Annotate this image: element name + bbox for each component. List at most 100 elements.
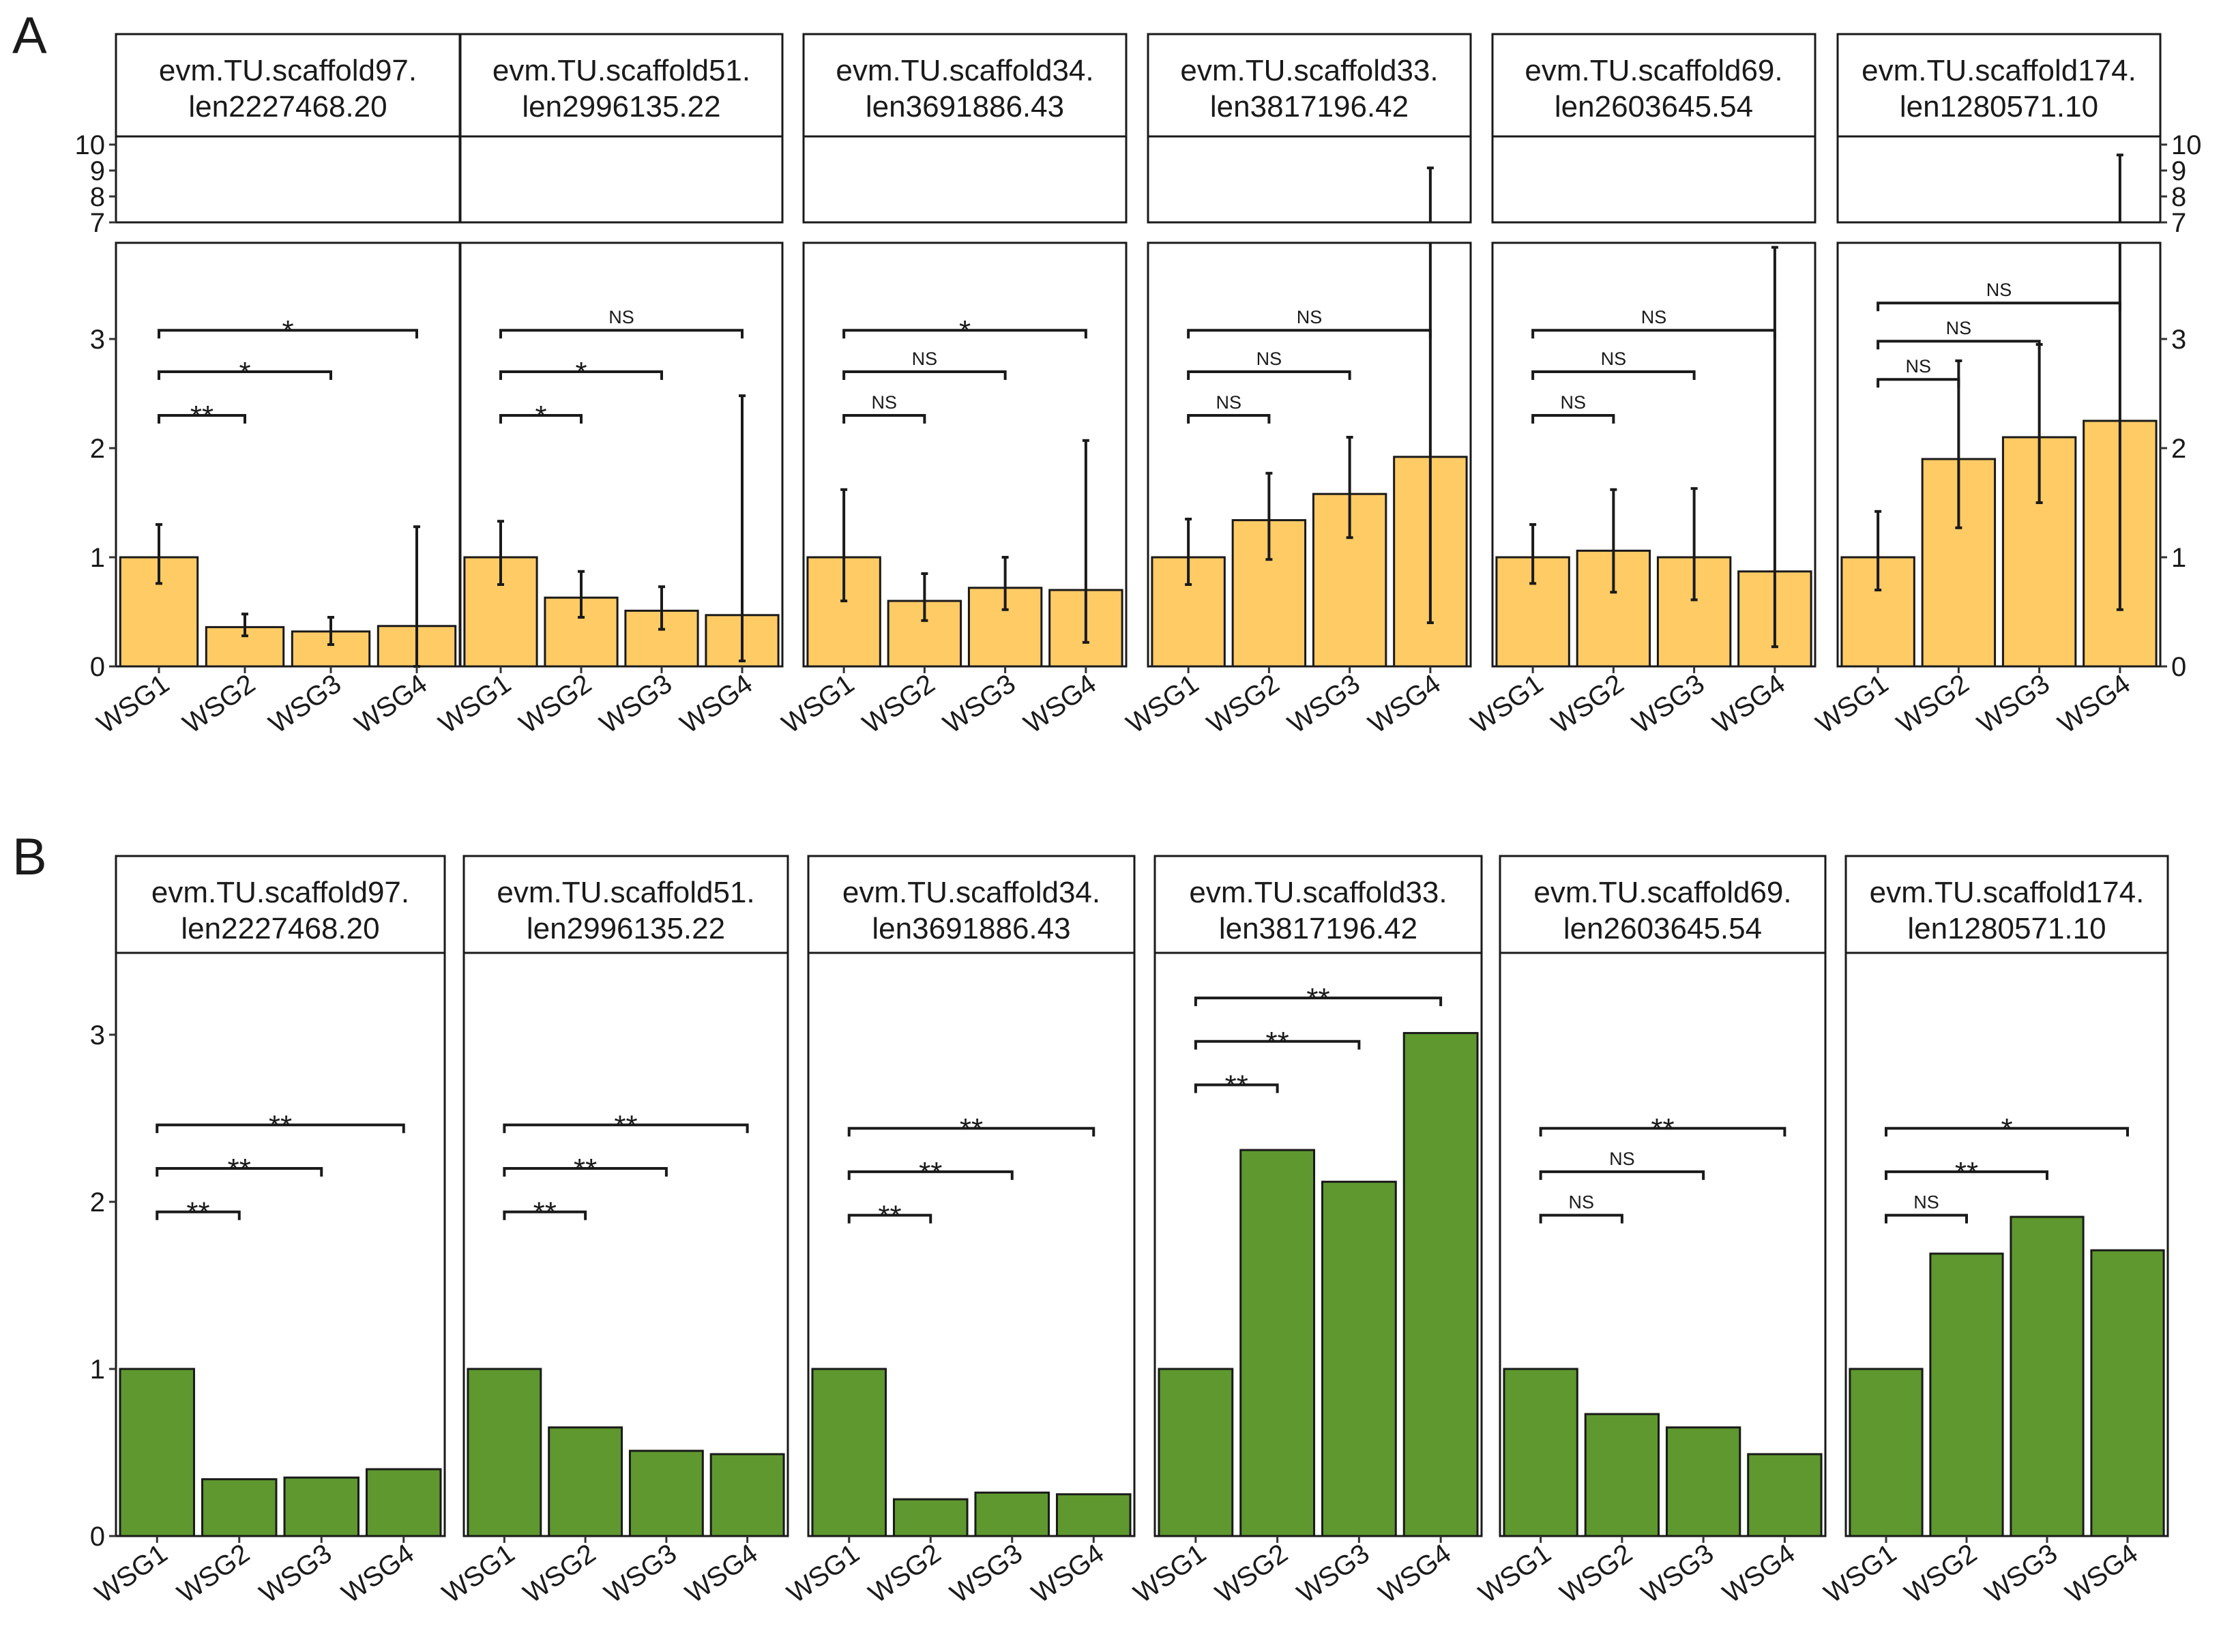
significance-label: ** — [1651, 1112, 1674, 1146]
bar-wsg4 — [1747, 1453, 1823, 1537]
facet-strip-label-line2: len2603645.54 — [1563, 912, 1762, 945]
y-tick-label-0: 0 — [2171, 652, 2186, 682]
y-tick-label-1: 1 — [90, 543, 105, 573]
facet-evm-tu-scaffold174: evm.TU.scaffold174.len1280571.10 NS NS NS WS… — [1811, 33, 2162, 739]
x-tick-label-wsg2: WSG2 — [172, 1538, 255, 1609]
significance-bracket-wsg1-wsg3: * — [499, 356, 663, 389]
significance-bracket-line — [1877, 301, 2121, 312]
significance-label: ** — [533, 1196, 557, 1230]
x-tick-label-wsg1: WSG1 — [433, 668, 516, 739]
plot-area-upper — [459, 135, 784, 224]
error-bar-wsg2 — [1265, 471, 1273, 561]
significance-bracket-line — [1187, 370, 1351, 380]
x-tick-label-wsg3: WSG3 — [1980, 1538, 2063, 1609]
y-tick-label-8: 8 — [2171, 182, 2186, 212]
bar-wsg2 — [548, 1426, 623, 1537]
x-tick-label-wsg3: WSG3 — [1627, 668, 1710, 739]
bar-wsg1 — [119, 1368, 195, 1537]
facet-evm-tu-scaffold97: evm.TU.scaffold97.len2227468.20 ** ** ** WSG… — [90, 855, 446, 1609]
significance-bracket-line — [842, 329, 1087, 339]
y-axis-a-left: 0 1 2 3 — [90, 325, 116, 682]
significance-bracket-line — [842, 414, 926, 424]
x-tick-label-wsg4: WSG4 — [1718, 1538, 1801, 1609]
facet-strip — [1153, 855, 1483, 954]
significance-bracket-wsg1-wsg4: ** — [156, 1109, 405, 1142]
significance-bracket-line — [156, 1167, 323, 1177]
x-tick-label-wsg1: WSG1 — [1466, 668, 1549, 739]
significance-label: * — [959, 314, 971, 348]
facet-evm-tu-scaffold174: evm.TU.scaffold174.len1280571.10NS***WSG… — [1819, 855, 2169, 1609]
significance-label: NS — [1946, 318, 1972, 338]
significance-label: NS — [1601, 349, 1627, 369]
x-tick-label-wsg1: WSG1 — [777, 668, 860, 739]
facet-strip-label-line1: evm.TU.scaffold51. — [497, 876, 754, 909]
x-tick-label-wsg2: WSG2 — [1546, 668, 1630, 739]
significance-bracket-wsg1-wsg4: NS — [499, 307, 744, 339]
y-tick-label-1: 1 — [90, 1355, 105, 1385]
error-bar-wsg1 — [1185, 518, 1192, 586]
y-tick-label-3: 3 — [2171, 325, 2186, 355]
significance-label: ** — [1225, 1070, 1248, 1103]
y-tick-label-7: 7 — [90, 208, 105, 238]
facet-strip-label-line2: len3691886.43 — [872, 912, 1070, 945]
x-tick-label-wsg3: WSG3 — [254, 1538, 338, 1609]
facet-strip-label-line1: evm.TU.scaffold33. — [1189, 876, 1447, 909]
bar-wsg2 — [205, 625, 285, 668]
significance-label: ** — [574, 1153, 597, 1186]
y-tick-label-2: 2 — [90, 1188, 105, 1218]
significance-bracket-wsg1-wsg4: ** — [1194, 982, 1443, 1016]
error-bar-wsg1 — [497, 520, 504, 586]
x-tick-label-wsg3: WSG3 — [1282, 668, 1366, 739]
facet-strip-label-line2: len1280571.10 — [1907, 912, 2106, 945]
significance-bracket-wsg1-wsg4: NS — [1187, 307, 1432, 339]
bar-wsg1 — [1849, 1368, 1924, 1537]
significance-bracket-line — [158, 414, 246, 424]
significance-label: NS — [1905, 356, 1931, 377]
x-tick-label-wsg4: WSG4 — [1363, 668, 1446, 739]
significance-bracket-wsg1-wsg2: ** — [503, 1196, 587, 1230]
significance-bracket-line — [1885, 1213, 1968, 1224]
significance-bracket-wsg1-wsg2: NS — [842, 392, 926, 424]
x-tick-label-wsg3: WSG3 — [938, 668, 1021, 739]
facet-strip-label-line1: evm.TU.scaffold51. — [492, 54, 750, 87]
significance-bracket-line — [1885, 1170, 2048, 1180]
x-tick-label-wsg3: WSG3 — [1972, 668, 2055, 739]
error-bar-wsg3 — [1690, 487, 1698, 602]
bar-wsg4 — [2090, 1249, 2165, 1537]
significance-label: NS — [912, 349, 938, 369]
bar-wsg2 — [1584, 1413, 1660, 1537]
significance-bracket-wsg1-wsg3: NS — [1877, 318, 2041, 350]
significance-bracket-line — [1539, 1127, 1786, 1137]
significance-bracket-wsg1-wsg4: ** — [1539, 1112, 1786, 1146]
x-tick-label-wsg2: WSG2 — [518, 1538, 602, 1609]
significance-bracket-line — [503, 1210, 587, 1220]
error-bar-wsg4 — [1426, 166, 1434, 624]
bar-wsg1 — [811, 1368, 887, 1537]
facet-evm-tu-scaffold69: evm.TU.scaffold69.len2603645.54 NS NS ** WSG… — [1473, 855, 1827, 1609]
x-tick-label-wsg3: WSG3 — [263, 668, 347, 739]
facet-strip-label-line2: len2603645.54 — [1555, 90, 1753, 123]
x-tick-label-wsg2: WSG2 — [857, 668, 941, 739]
facet-strip — [1844, 855, 2169, 954]
error-bar-wsg2 — [578, 570, 585, 619]
x-tick-label-wsg3: WSG3 — [1636, 1538, 1720, 1609]
x-tick-label-wsg2: WSG2 — [1202, 668, 1285, 739]
x-tick-label-wsg3: WSG3 — [599, 1538, 682, 1609]
facet-strip — [802, 33, 1128, 138]
x-tick-label-wsg1: WSG1 — [437, 1538, 520, 1609]
x-tick-label-wsg4: WSG4 — [1018, 668, 1102, 739]
significance-bracket-wsg1-wsg3: NS — [1531, 349, 1696, 380]
facet-strip — [462, 855, 789, 954]
significance-label: ** — [186, 1196, 209, 1230]
significance-label: ** — [960, 1112, 983, 1146]
y-tick-label-8: 8 — [90, 182, 105, 212]
y-tick-label-10: 10 — [2171, 130, 2202, 160]
facet-evm-tu-scaffold33: evm.TU.scaffold33.len3817196.42 NS NS NS WSG… — [1121, 33, 1472, 739]
significance-bracket-wsg1-wsg4: * — [158, 314, 418, 348]
significance-bracket-line — [847, 1170, 1014, 1180]
significance-bracket-line — [499, 414, 583, 424]
significance-bracket-line — [499, 370, 663, 380]
significance-label: ** — [919, 1156, 942, 1190]
significance-bracket-wsg1-wsg3: ** — [503, 1153, 668, 1186]
significance-bracket-line — [1539, 1170, 1705, 1180]
